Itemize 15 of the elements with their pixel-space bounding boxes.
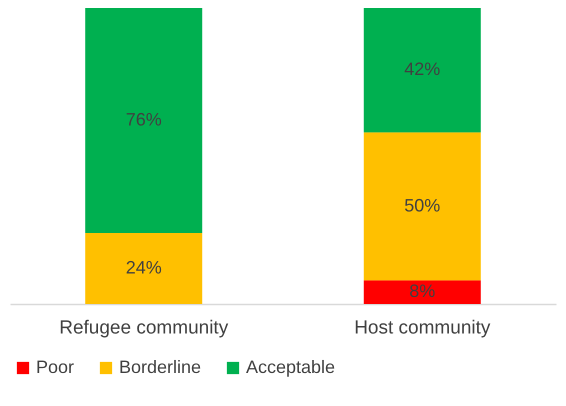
- data-label: 24%: [126, 257, 162, 278]
- bar: [364, 8, 481, 132]
- legend-label: Acceptable: [246, 357, 336, 377]
- data-label: 50%: [404, 195, 440, 216]
- x-tick-label: Host community: [354, 318, 491, 338]
- bar: [364, 280, 481, 304]
- data-label: 8%: [409, 281, 436, 302]
- bar: [85, 8, 202, 233]
- bar: [364, 132, 481, 280]
- data-label: 76%: [126, 109, 162, 130]
- data-label: 42%: [404, 59, 440, 80]
- bar: [85, 232, 202, 304]
- legend-label: Poor: [36, 357, 74, 377]
- x-tick-label: Refugee community: [59, 318, 229, 338]
- legend-label: Borderline: [119, 357, 202, 377]
